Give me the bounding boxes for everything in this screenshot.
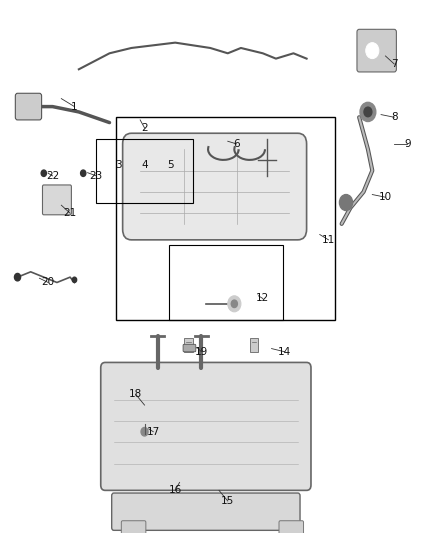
Text: 23: 23	[90, 171, 103, 181]
Circle shape	[41, 170, 46, 176]
Circle shape	[339, 195, 353, 211]
FancyBboxPatch shape	[15, 93, 42, 120]
Text: 16: 16	[169, 486, 182, 495]
Text: 10: 10	[379, 192, 392, 202]
Text: 12: 12	[256, 294, 269, 303]
FancyBboxPatch shape	[184, 338, 193, 352]
FancyBboxPatch shape	[279, 521, 304, 533]
Text: 1: 1	[71, 102, 78, 111]
FancyBboxPatch shape	[183, 344, 196, 352]
Text: 4: 4	[141, 160, 148, 170]
Text: 2: 2	[141, 123, 148, 133]
Text: 20: 20	[42, 278, 55, 287]
Text: 17: 17	[147, 427, 160, 437]
FancyBboxPatch shape	[123, 133, 307, 240]
Text: 8: 8	[391, 112, 398, 122]
FancyBboxPatch shape	[250, 338, 258, 352]
Circle shape	[231, 300, 237, 308]
Text: 5: 5	[167, 160, 174, 170]
Circle shape	[228, 296, 241, 312]
Text: 6: 6	[233, 139, 240, 149]
Circle shape	[81, 170, 86, 176]
Text: 19: 19	[195, 347, 208, 357]
Text: 7: 7	[391, 59, 398, 69]
FancyBboxPatch shape	[112, 493, 300, 530]
FancyBboxPatch shape	[42, 185, 71, 215]
Text: 15: 15	[221, 496, 234, 506]
FancyBboxPatch shape	[121, 521, 146, 533]
Text: 9: 9	[404, 139, 411, 149]
Circle shape	[364, 107, 372, 117]
Text: 3: 3	[115, 160, 122, 170]
Circle shape	[72, 277, 77, 282]
Circle shape	[360, 102, 376, 122]
Circle shape	[14, 273, 21, 281]
FancyBboxPatch shape	[357, 29, 396, 72]
Circle shape	[141, 427, 148, 436]
Text: 21: 21	[64, 208, 77, 218]
Circle shape	[366, 43, 379, 59]
Text: 11: 11	[322, 235, 335, 245]
Text: 22: 22	[46, 171, 59, 181]
Text: 18: 18	[129, 390, 142, 399]
Text: 14: 14	[278, 347, 291, 357]
FancyBboxPatch shape	[101, 362, 311, 490]
